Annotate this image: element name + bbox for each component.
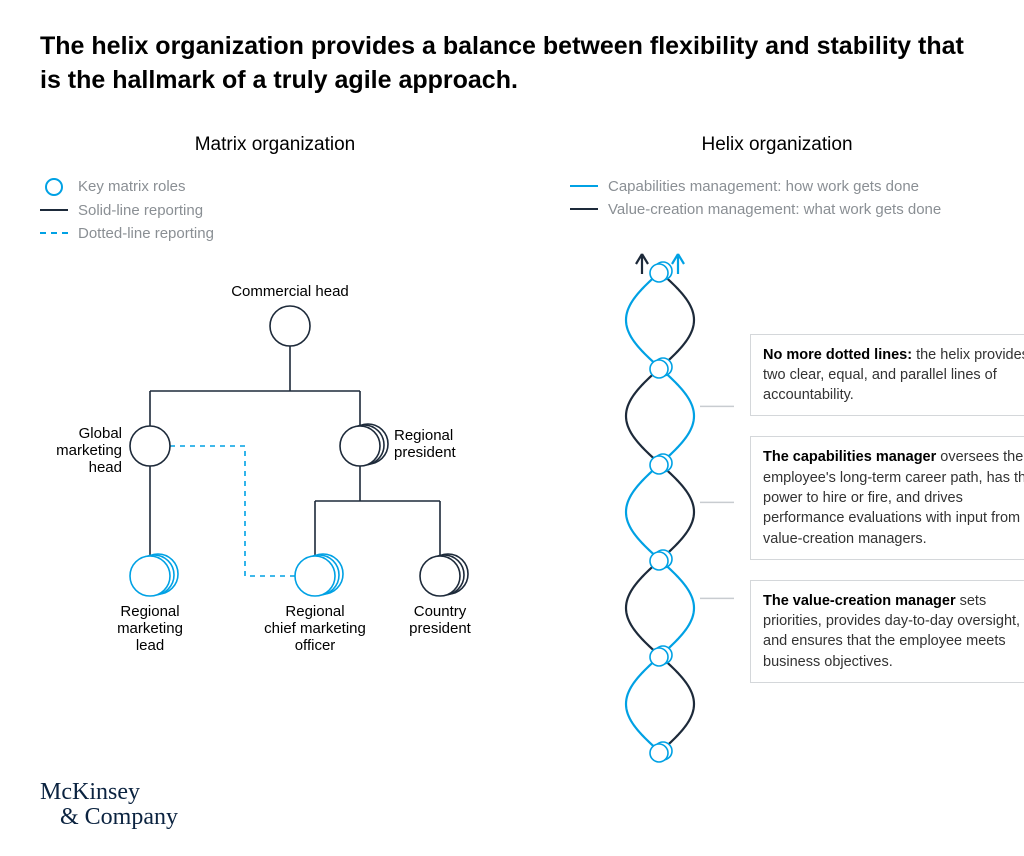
two-column-layout: Matrix organization Key matrix roles Soli… xyxy=(40,134,984,782)
svg-text:president: president xyxy=(394,444,457,461)
helix-callouts: No more dotted lines: the helix provides… xyxy=(750,334,1024,704)
svg-text:marketing: marketing xyxy=(117,620,183,637)
legend-row: Key matrix roles xyxy=(40,178,510,196)
svg-text:Regional: Regional xyxy=(394,427,453,444)
legend-row: Solid-line reporting xyxy=(40,202,510,219)
page-title: The helix organization provides a balanc… xyxy=(40,30,984,98)
helix-callout: The capabilities manager oversees the em… xyxy=(750,436,1024,559)
brand-logo: McKinsey & Company xyxy=(40,780,178,830)
svg-text:Regional: Regional xyxy=(285,603,344,620)
legend-row: Value-creation management: what work get… xyxy=(570,201,984,218)
svg-text:chief marketing: chief marketing xyxy=(264,620,366,637)
svg-text:Regional: Regional xyxy=(120,603,179,620)
matrix-legend: Key matrix roles Solid-line reporting Dott… xyxy=(40,178,510,242)
helix-callout: No more dotted lines: the helix provides… xyxy=(750,334,1024,417)
brand-line1: McKinsey xyxy=(40,780,178,805)
svg-text:head: head xyxy=(89,459,122,476)
svg-text:officer: officer xyxy=(295,637,336,654)
helix-heading: Helix organization xyxy=(570,134,984,156)
matrix-heading: Matrix organization xyxy=(40,134,510,156)
matrix-diagram: Commercial headGlobalmarketingheadRegion… xyxy=(40,266,510,696)
brand-line2: & Company xyxy=(40,805,178,830)
svg-text:Commercial head: Commercial head xyxy=(231,283,349,300)
svg-text:lead: lead xyxy=(136,637,164,654)
legend-row: Dotted-line reporting xyxy=(40,225,510,242)
svg-text:president: president xyxy=(409,620,472,637)
svg-text:Country: Country xyxy=(414,603,467,620)
helix-diagram: No more dotted lines: the helix provides… xyxy=(570,242,984,782)
svg-text:Global: Global xyxy=(79,425,122,442)
helix-legend: Capabilities management: how work gets d… xyxy=(570,178,984,218)
helix-callout: The value-creation manager sets prioriti… xyxy=(750,580,1024,683)
legend-row: Capabilities management: how work gets d… xyxy=(570,178,984,195)
svg-text:marketing: marketing xyxy=(56,442,122,459)
matrix-column: Matrix organization Key matrix roles Soli… xyxy=(40,134,510,782)
helix-column: Helix organization Capabilities manageme… xyxy=(570,134,984,782)
